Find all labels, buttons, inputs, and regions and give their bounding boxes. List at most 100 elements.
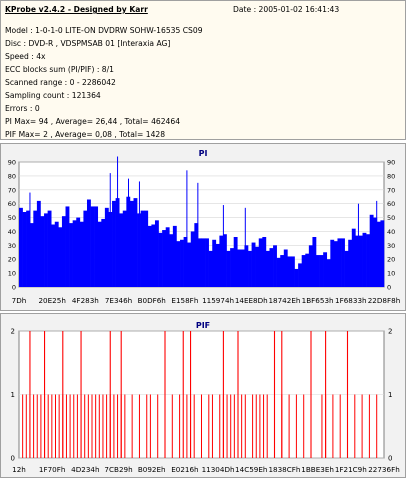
- pi-bar: [151, 224, 156, 287]
- pi-xtick-label: 4F283h: [72, 296, 99, 305]
- pi-bar: [72, 220, 77, 287]
- pi-bar: [180, 239, 184, 287]
- pi-bar: [51, 224, 56, 287]
- pi-bar: [290, 256, 295, 287]
- pi-bar: [280, 255, 285, 287]
- pi-bar: [273, 245, 277, 287]
- info-errors: Errors : 0: [5, 104, 40, 113]
- pi-xtick-label: 22D8F8h: [368, 296, 401, 305]
- info-disc: Disc : DVD-R , VDSPMSAB 01 [Interaxia AG…: [5, 39, 171, 48]
- pi-bar: [205, 238, 209, 287]
- pi-bar: [323, 252, 328, 287]
- pi-bar: [316, 255, 320, 287]
- pi-bar: [326, 259, 331, 287]
- pi-bar: [112, 200, 116, 287]
- pif-ytick-right: 1: [388, 391, 392, 399]
- pi-xtick-label: 14EE8Dh: [235, 296, 268, 305]
- pif-chart-title: PIF: [196, 321, 210, 330]
- pif-xtick-label: 4D234h: [71, 465, 99, 474]
- pi-bar: [104, 207, 109, 287]
- pif-chart-panel: PIF 0 0 1 1 2 2 12h 1F70Fh 4D234h 7CB29h B092Eh E021…: [0, 313, 406, 478]
- pif-xtick-label: 14C59Eh: [235, 465, 267, 474]
- pi-bar: [362, 232, 367, 287]
- pi-ytick-left: 70: [8, 186, 16, 194]
- pi-bar: [255, 246, 260, 287]
- pi-bar: [97, 221, 102, 287]
- pi-bar: [22, 212, 27, 287]
- pi-bar: [226, 250, 231, 287]
- pi-ytick-left: 20: [8, 256, 16, 264]
- pif-xtick-label: E0216h: [171, 465, 198, 474]
- pi-ytick-right: 30: [387, 242, 395, 250]
- pi-bar: [154, 220, 159, 287]
- pi-ytick-right: 50: [387, 214, 395, 222]
- pi-bar: [169, 234, 174, 287]
- pi-xtick-label: 1BF653h: [302, 296, 334, 305]
- pi-bar: [312, 237, 317, 287]
- pi-bar: [308, 245, 313, 287]
- pif-xtick-label: 12h: [12, 465, 26, 474]
- pi-xtick-label: E158Fh: [171, 296, 198, 305]
- pif-chart: PIF 0 0 1 1 2 2 12h 1F70Fh 4D234h 7CB29h B092Eh E021…: [11, 321, 400, 474]
- pif-xtick-label: 7CB29h: [104, 465, 132, 474]
- pif-xtick-label: 1F21C9h: [335, 465, 367, 474]
- info-pif-stats: PIF Max= 2 , Average= 0,08 , Total= 1428: [5, 130, 166, 139]
- pi-bar: [355, 235, 360, 287]
- pi-bar: [265, 250, 270, 287]
- pi-bar: [165, 227, 170, 287]
- pi-bar: [86, 199, 91, 287]
- pi-bar: [65, 206, 70, 287]
- pi-bar: [197, 238, 202, 287]
- info-ecc-blocks: ECC blocks sum (PI/PIF) : 8/1: [5, 65, 115, 74]
- pi-ytick-right: 10: [387, 270, 395, 278]
- pif-xtick-label: 1BBE3Eh: [301, 465, 334, 474]
- pi-xtick-label: 1F6833h: [335, 296, 367, 305]
- pi-xtick-label: 115974h: [202, 296, 234, 305]
- pi-bar: [219, 235, 224, 287]
- info-pi-stats: PI Max= 94 , Average= 26,44 , Total= 462…: [5, 117, 181, 126]
- pi-bar: [251, 242, 256, 287]
- pi-bar: [330, 239, 335, 287]
- pi-bar: [240, 249, 245, 287]
- pi-bar: [348, 239, 353, 287]
- pi-bar: [144, 210, 149, 287]
- pif-xtick-label: 1838CFh: [268, 465, 300, 474]
- pi-bar: [244, 245, 249, 287]
- info-speed: Speed : 4x: [5, 52, 46, 61]
- pi-bar: [40, 216, 45, 287]
- pi-bar: [129, 200, 134, 287]
- pif-xtick-label: 22736Fh: [368, 465, 400, 474]
- pi-bar: [140, 210, 145, 287]
- pi-xtick-label: B0DF6h: [138, 296, 166, 305]
- pi-bar: [373, 217, 378, 287]
- pi-bar: [176, 241, 181, 287]
- pi-ytick-left: 40: [8, 228, 16, 236]
- pif-xtick-label: 11304Dh: [202, 465, 235, 474]
- pif-ytick-left: 2: [11, 328, 15, 336]
- pi-bar: [19, 207, 23, 287]
- pi-ytick-left: 30: [8, 242, 16, 250]
- pi-ytick-right: 70: [387, 186, 395, 194]
- pi-xtick-label: 7E346h: [105, 296, 132, 305]
- pi-bar: [54, 221, 59, 287]
- pi-bar: [380, 220, 385, 287]
- pi-bar: [319, 255, 324, 287]
- pi-bar: [305, 253, 310, 287]
- pi-bar: [90, 206, 95, 287]
- pi-bar: [133, 198, 138, 287]
- pi-ytick-right: 20: [387, 256, 395, 264]
- pi-bar: [36, 200, 41, 287]
- pi-bar: [208, 250, 213, 287]
- pi-bar: [122, 210, 127, 287]
- pif-ytick-left: 1: [11, 391, 15, 399]
- pi-bar: [298, 263, 302, 287]
- pi-ytick-left: 60: [8, 200, 16, 208]
- pi-ytick-right: 60: [387, 200, 395, 208]
- pif-xtick-label: 1F70Fh: [39, 465, 66, 474]
- pi-bar: [47, 210, 52, 287]
- pi-bar: [369, 214, 374, 287]
- pi-bar: [222, 234, 227, 287]
- pif-ytick-right: 0: [388, 455, 392, 463]
- pi-bar: [119, 213, 124, 287]
- pi-ytick-right: 0: [387, 284, 391, 292]
